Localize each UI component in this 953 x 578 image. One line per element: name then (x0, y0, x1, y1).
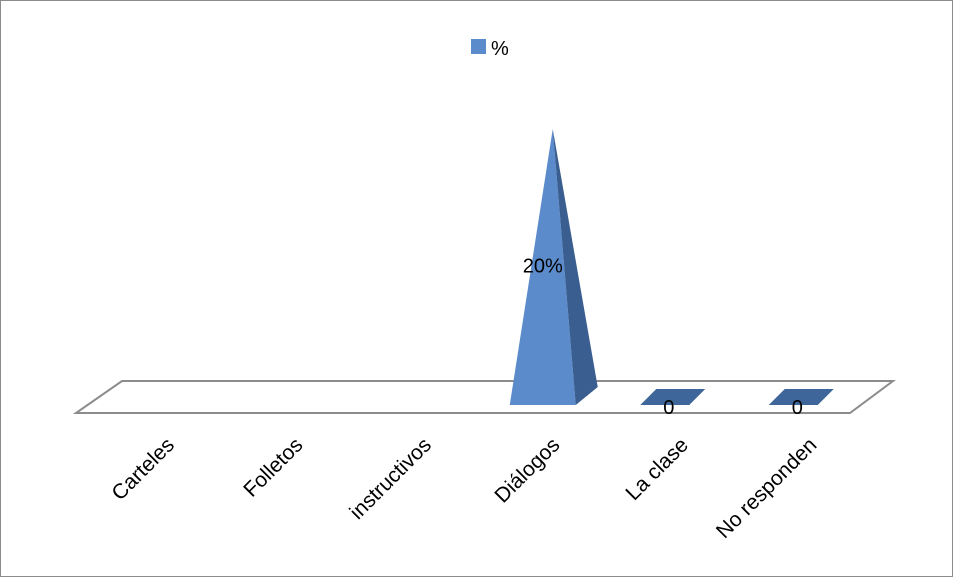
category-tick-label: Folletos (239, 433, 307, 501)
flat-bar-marker (768, 389, 834, 405)
data-label: 20% (523, 256, 563, 278)
category-tick-label: Carteles (107, 433, 179, 505)
chart-marks: 20% 0 0 (509, 129, 834, 419)
data-label: 0 (663, 397, 674, 419)
category-tick-label: No responden (712, 433, 822, 543)
data-label: 0 (792, 397, 803, 419)
legend: % (471, 38, 509, 60)
category-tick-label: instructivos (345, 433, 436, 524)
category-tick-label: La clase (621, 433, 693, 505)
category-tick-label: Diálogos (490, 433, 564, 507)
category-labels: Carteles Folletos instructivos Diálogos La c… (107, 433, 821, 543)
flat-bar-marker (640, 389, 706, 405)
chart-floor (72, 380, 897, 414)
pyramid-bar-front (509, 129, 576, 405)
legend-label: % (491, 38, 509, 60)
pyramid-bar-side (552, 129, 598, 405)
legend-swatch (471, 39, 486, 54)
